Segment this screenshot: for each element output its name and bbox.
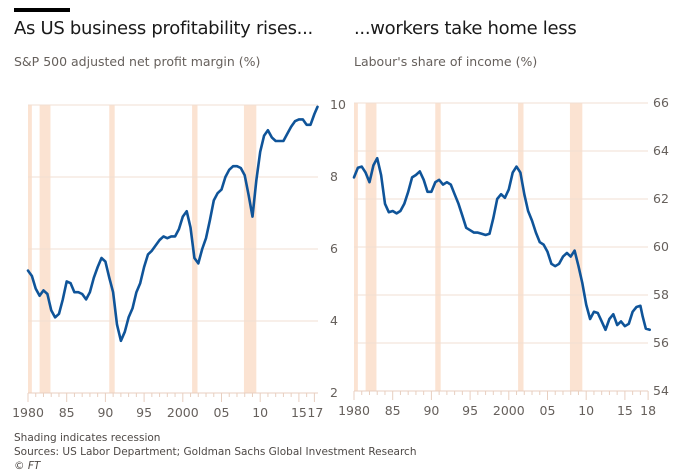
y-tick-label: 10	[330, 97, 346, 112]
y-tick-label: 60	[653, 239, 669, 254]
x-tick-label: 1980	[338, 403, 370, 418]
y-tick-label: 56	[653, 335, 669, 350]
y-tick-label: 6	[330, 241, 338, 256]
x-tick-label: 85	[385, 403, 401, 418]
sources-note: Sources: US Labor Department; Goldman Sa…	[14, 446, 417, 458]
x-tick-label: 18	[640, 403, 656, 418]
x-tick-label: 85	[59, 405, 75, 420]
y-tick-label: 2	[330, 385, 338, 400]
y-tick-label: 64	[653, 143, 669, 158]
x-tick-label: 10	[252, 405, 268, 420]
copyright: © FT	[14, 460, 41, 472]
x-tick-label: 2000	[493, 403, 525, 418]
labour-series-line	[352, 156, 651, 332]
y-tick-label: 8	[330, 169, 338, 184]
y-tick-label: 4	[330, 313, 338, 328]
x-tick-label: 90	[97, 405, 113, 420]
left-chart-title: As US business profitability rises...	[14, 18, 313, 39]
labour-share-chart: 54 56 58 60 62 64 66 1980 85 90 95 2000 05 10 15 18	[338, 95, 669, 418]
y-tick-label: 54	[653, 383, 669, 398]
x-tick-label: 05	[214, 405, 230, 420]
x-tick-label: 90	[423, 403, 439, 418]
left-chart-subtitle: S&P 500 adjusted net profit margin (%)	[14, 54, 261, 69]
profit-margin-chart: 2 4 6 8 10 1980 85 90 95 2000 05 10 15 17	[12, 97, 346, 420]
recession-note: Shading indicates recession	[14, 432, 161, 444]
right-chart-title: ...workers take home less	[354, 18, 577, 39]
x-tick-label: 95	[462, 403, 478, 418]
ft-accent-bar	[14, 8, 70, 12]
y-tick-label: 66	[653, 95, 669, 110]
profit-series-line	[26, 105, 319, 343]
right-chart-subtitle: Labour's share of income (%)	[354, 54, 538, 69]
x-tick-label: 17	[307, 405, 323, 420]
x-tick-label: 05	[540, 403, 556, 418]
x-tick-label: 10	[578, 403, 594, 418]
x-tick-label: 95	[136, 405, 152, 420]
y-tick-label: 62	[653, 191, 669, 206]
y-tick-label: 58	[653, 287, 669, 302]
x-tick-label: 15	[291, 405, 307, 420]
x-tick-label: 1980	[12, 405, 44, 420]
x-tick-label: 15	[617, 403, 633, 418]
x-tick-label: 2000	[167, 405, 199, 420]
